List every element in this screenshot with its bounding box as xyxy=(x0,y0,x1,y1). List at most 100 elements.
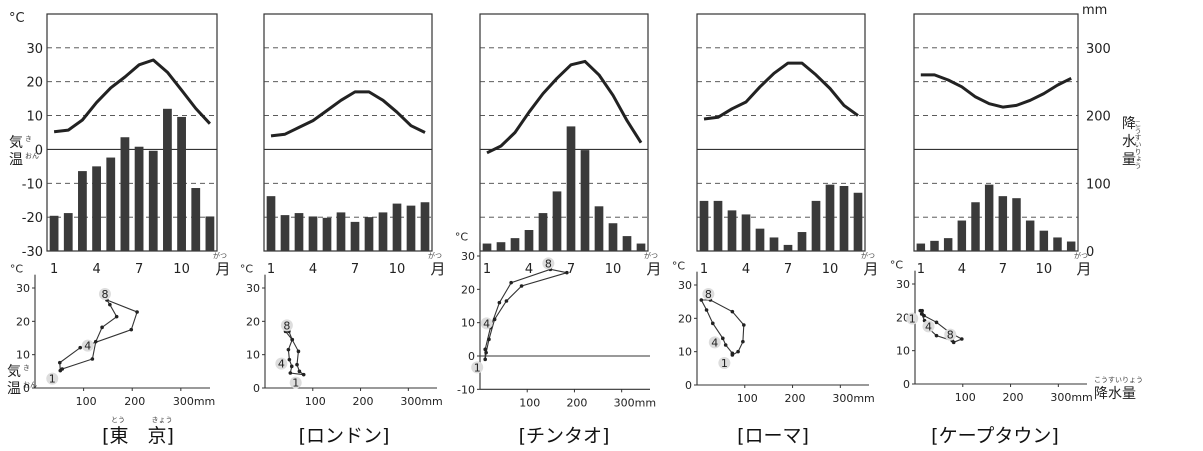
hythergraph-y-tick-label: 30 xyxy=(246,282,260,295)
hythergraph-point xyxy=(519,284,524,288)
top-kousuiryou-2: 水 xyxy=(1122,134,1136,150)
hythergraph-point xyxy=(565,270,569,275)
precip-bar xyxy=(741,214,751,251)
hythergraph-y-tick-label: 30 xyxy=(896,278,910,291)
hythergraph-point xyxy=(934,320,939,325)
hythergraph-y-tick-label: 20 xyxy=(461,283,475,296)
hythergraph-y-tick-label: 0 xyxy=(903,378,910,391)
temperature-line xyxy=(270,90,426,138)
top-kion-label-2: 温 xyxy=(9,152,23,168)
precip-bar xyxy=(783,244,793,251)
month-tick-label: 1 xyxy=(700,262,708,277)
hythergraph-y-tick-label: 0 xyxy=(685,379,692,392)
hythergraph-y-tick-label: 10 xyxy=(461,317,475,330)
hythergraph-path xyxy=(700,299,745,356)
month-marker-bg xyxy=(289,376,302,389)
precip-bar xyxy=(524,230,534,251)
hythergraph-y-tick-label: 30 xyxy=(16,282,30,295)
precip-bar xyxy=(420,202,430,251)
hythergraph-y-tick-label: 10 xyxy=(246,349,260,362)
city-title-ruby-to: とう xyxy=(111,416,125,424)
precip-bar xyxy=(825,184,835,251)
month-unit-label: 月 xyxy=(215,260,230,278)
precip-tick-label: 100 xyxy=(1086,177,1111,192)
hythergraph-y-tick-label: 20 xyxy=(246,315,260,328)
month-unit-label: 月 xyxy=(646,260,661,278)
month-marker-label: 4 xyxy=(925,320,932,333)
hythergraph-point xyxy=(736,349,740,354)
top-mm-label: mm xyxy=(1082,3,1107,18)
hythergraph-point xyxy=(290,337,295,342)
precip-bar xyxy=(510,238,520,251)
month-marker-bg xyxy=(81,339,94,352)
precip-bar xyxy=(378,212,388,251)
hythergraph-y-tick-label: 10 xyxy=(896,345,910,358)
hythergraph-y-tick-label: 20 xyxy=(896,311,910,324)
hythergraph-x-tick-label: 100 xyxy=(519,396,540,409)
month-tick-label: 1 xyxy=(917,262,925,277)
hythergraph-point xyxy=(483,347,487,352)
top-celsius-label: °C xyxy=(9,11,25,26)
top-kousuiryou-ruby: こうすいりょう xyxy=(1134,120,1142,169)
month-marker-label: 4 xyxy=(483,317,490,330)
hythergraph-y-tick-label: 0 xyxy=(468,350,475,363)
city-title: [東 京] xyxy=(102,425,174,447)
month-tick-label: 7 xyxy=(784,262,792,277)
precip-bar xyxy=(957,220,967,251)
hythergraph-x-tick-label: 300mm xyxy=(614,396,656,409)
month-marker-bg xyxy=(944,328,957,341)
hythergraph-x-tick-label: 200 xyxy=(566,396,587,409)
month-marker-bg xyxy=(906,312,919,325)
precip-bar xyxy=(392,203,402,251)
month-tick-label: 7 xyxy=(567,262,575,277)
hythergraph-point xyxy=(295,362,299,367)
month-tick-label: 1 xyxy=(267,262,275,277)
hythergraph-point xyxy=(287,357,292,362)
hythergraph-x-tick-label: 200 xyxy=(353,395,374,408)
hythergraph-celsius-label: °C xyxy=(240,263,254,276)
hythergraph-point xyxy=(730,309,735,314)
precip-bar xyxy=(1053,237,1062,251)
precip-bar xyxy=(984,184,994,251)
temp-tick-label: 10 xyxy=(26,110,43,125)
precip-bar xyxy=(1012,198,1021,251)
month-marker-label: 4 xyxy=(711,336,718,349)
hythergraph-x-tick-label: 100 xyxy=(305,395,326,408)
hythergraph-point xyxy=(704,308,709,312)
month-unit-ruby: がつ xyxy=(1074,251,1088,260)
hythergraph-y-tick-label: 10 xyxy=(678,346,692,359)
temp-tick-label: -10 xyxy=(22,177,43,192)
month-marker-bg xyxy=(542,257,555,270)
precip-bar xyxy=(336,212,346,251)
temp-tick-label: -20 xyxy=(22,211,43,226)
hythergraph-x-tick-label: 200 xyxy=(124,395,145,408)
precip-bar xyxy=(280,215,290,251)
hythergraph-point xyxy=(108,302,112,307)
hythergraph-celsius-label: °C xyxy=(10,263,24,276)
month-marker-label: 1 xyxy=(721,357,728,370)
hythergraph-y-tick-label: 20 xyxy=(16,315,30,328)
hythergraph-point xyxy=(721,336,725,341)
month-marker-label: 1 xyxy=(474,361,481,374)
hythergraph-point xyxy=(286,347,291,352)
hythergraph-point xyxy=(93,339,98,344)
month-marker-label: 1 xyxy=(292,377,299,390)
hythergraph-point xyxy=(57,360,62,365)
precip-tick-label: 200 xyxy=(1086,110,1111,125)
precip-bar xyxy=(308,216,318,251)
climograph-frame xyxy=(479,13,649,252)
hythergraph-point xyxy=(114,314,119,319)
temperature-line xyxy=(486,59,643,155)
month-unit-label: 月 xyxy=(863,260,878,278)
hythergraph-y-tick-label: 0 xyxy=(253,382,260,395)
precip-bar xyxy=(106,157,116,251)
hythergraph-point xyxy=(484,350,488,355)
precip-bar xyxy=(538,213,548,251)
month-tick-label: 1 xyxy=(50,262,58,277)
hythergraph-point xyxy=(919,312,924,316)
